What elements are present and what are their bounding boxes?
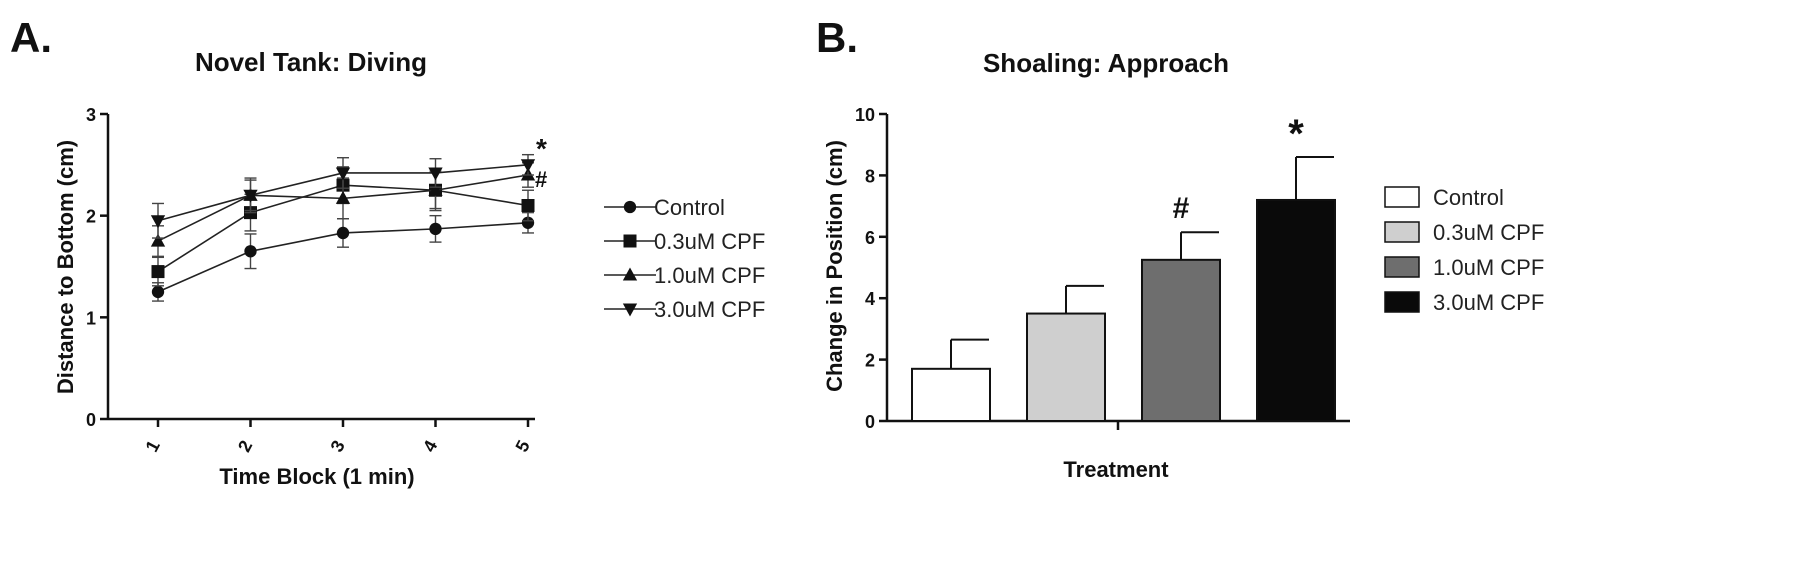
panel-a-series xyxy=(151,211,535,302)
panel-b-bar-group xyxy=(911,338,991,422)
panel-b-bar xyxy=(911,367,991,422)
panel-b-bar-annotation: # xyxy=(1173,192,1190,225)
panel-a-data-point xyxy=(335,190,351,204)
panel-a-legend-marker xyxy=(622,267,638,281)
panel-b: B. Shoaling: Approach Change in Position… xyxy=(816,14,1544,482)
panel-a-x-tick-label: 4 xyxy=(419,437,441,455)
panel-b-y-axis-label: Change in Position (cm) xyxy=(822,140,847,392)
panel-a-x-tick-label: 1 xyxy=(142,437,164,455)
panel-a-legend-marker xyxy=(622,303,638,317)
panel-a-x-axis-label: Time Block (1 min) xyxy=(219,464,414,489)
panel-a-data-point xyxy=(244,245,257,258)
panel-a-x-tick-label: 3 xyxy=(327,437,349,455)
panel-b-y-tick-label: 4 xyxy=(865,289,875,309)
panel-b-legend-swatch xyxy=(1384,186,1420,208)
panel-a-data-point xyxy=(151,285,165,299)
panel-a-y-tick-label: 0 xyxy=(86,410,96,430)
panel-b-legend-swatch xyxy=(1384,291,1420,313)
panel-a-legend-marker xyxy=(623,200,637,214)
panel-b-legend-swatch xyxy=(1384,256,1420,278)
panel-b-x-axis-label: Treatment xyxy=(1063,457,1169,482)
panel-a-legend-label: Control xyxy=(654,195,725,220)
panel-b-y-tick-label: 0 xyxy=(865,412,875,432)
panel-a-annotation-hash: # xyxy=(535,167,547,192)
panel-b-legend-label: 1.0uM CPF xyxy=(1433,255,1544,280)
panel-a-legend-entry: 1.0uM CPF xyxy=(604,263,765,288)
panel-a-data-point xyxy=(429,222,442,236)
panel-a-axes: 0 1 2 3 1 2 3 4 5 xyxy=(86,105,535,455)
panel-b-plot-area: #* xyxy=(911,112,1336,423)
panel-b-legend-entry: 1.0uM CPF xyxy=(1384,255,1544,280)
panel-a-data-point xyxy=(150,233,166,247)
panel-a-y-axis-label: Distance to Bottom (cm) xyxy=(53,140,78,394)
panel-b-legend-entry: Control xyxy=(1384,185,1504,210)
panel-b-y-tick-label: 10 xyxy=(855,105,875,125)
panel-a-data-point xyxy=(243,189,258,203)
panel-a-series xyxy=(150,153,536,239)
panel-a-legend-label: 3.0uM CPF xyxy=(654,297,765,322)
panel-a-legend-entry: 3.0uM CPF xyxy=(604,297,765,322)
panel-a-data-point xyxy=(336,226,350,240)
panel-b-bar xyxy=(1256,198,1336,422)
panel-b-legend-entry: 0.3uM CPF xyxy=(1384,220,1544,245)
panel-b-legend-entry: 3.0uM CPF xyxy=(1384,290,1544,315)
panel-b-label: B. xyxy=(816,14,858,61)
panel-a-legend-marker xyxy=(623,234,637,248)
panel-a-legend-entry: Control xyxy=(604,195,725,220)
panel-a-y-tick-label: 2 xyxy=(86,207,96,227)
panel-a-legend: Control 0.3uM CPF 1.0uM CPF 3.0uM CPF xyxy=(604,195,765,322)
panel-b-legend: Control 0.3uM CPF 1.0uM CPF 3.0uM CPF xyxy=(1384,185,1544,315)
panel-b-bar xyxy=(1026,312,1106,422)
panel-a-legend-entry: 0.3uM CPF xyxy=(604,229,765,254)
panel-a-plot-area xyxy=(150,153,536,302)
panel-a-data-point xyxy=(428,182,443,196)
panel-b-y-tick-label: 8 xyxy=(865,166,875,186)
panel-a-y-tick-label: 3 xyxy=(86,105,96,125)
panel-b-legend-label: 0.3uM CPF xyxy=(1433,220,1544,245)
panel-a-data-point xyxy=(151,265,165,279)
panel-b-legend-label: Control xyxy=(1433,185,1504,210)
panel-a-data-point xyxy=(521,199,535,212)
panel-b-bar xyxy=(1141,258,1221,423)
panel-a-legend-label: 1.0uM CPF xyxy=(654,263,765,288)
panel-b-title: Shoaling: Approach xyxy=(983,48,1229,78)
panel-b-bar-group: * xyxy=(1256,112,1336,422)
panel-a-data-point xyxy=(521,216,535,229)
panel-a: A. Novel Tank: Diving Distance to Bottom… xyxy=(10,14,765,489)
panel-a-data-point xyxy=(150,215,166,229)
panel-b-legend-label: 3.0uM CPF xyxy=(1433,290,1544,315)
panel-b-y-tick-label: 6 xyxy=(865,228,875,248)
panel-a-legend-label: 0.3uM CPF xyxy=(654,229,765,254)
panel-b-legend-swatch xyxy=(1384,221,1420,243)
panel-b-bar-group: # xyxy=(1141,192,1221,423)
panel-b-y-tick-label: 2 xyxy=(865,351,875,371)
panel-a-annotation-star: * xyxy=(536,133,547,164)
panel-a-label: A. xyxy=(10,14,52,61)
panel-a-data-point xyxy=(428,167,443,181)
panel-a-y-tick-label: 1 xyxy=(86,308,96,328)
panel-b-bar-annotation: * xyxy=(1288,112,1304,156)
panel-a-x-tick-label: 5 xyxy=(512,437,534,455)
panel-a-title: Novel Tank: Diving xyxy=(195,47,427,77)
panel-b-bar-group xyxy=(1026,284,1106,422)
panel-a-data-point xyxy=(335,167,351,181)
panel-a-x-tick-label: 2 xyxy=(234,437,256,455)
panel-a-data-point xyxy=(520,159,536,173)
